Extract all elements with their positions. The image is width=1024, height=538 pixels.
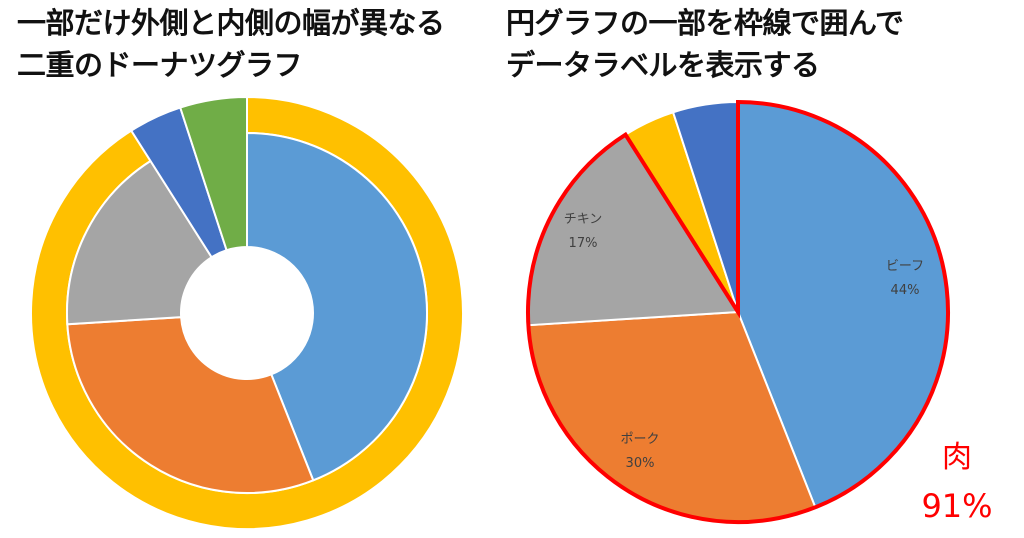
group-value-meat: 91%: [921, 487, 992, 525]
data-label-name: ポーク: [620, 432, 659, 447]
left-title-line2: 二重のドーナツグラフ: [17, 48, 303, 82]
pie-chart: [526, 99, 950, 524]
highlight-border: [526, 99, 950, 524]
double-donut-chart: [30, 95, 464, 530]
left-title-line1: 一部だけ外側と内側の幅が異なる: [17, 6, 445, 40]
right-title-line1: 円グラフの一部を枠線で囲んで: [506, 6, 904, 40]
donut-slice: [66, 316, 315, 494]
right-title-line2: データラベルを表示する: [506, 48, 820, 82]
pie-data-labels: ビーフ 44% ポーク 30% チキン 17%: [564, 212, 924, 471]
data-label-value: 30%: [626, 456, 655, 471]
donut-slice: [178, 95, 248, 252]
left-chart-title: 一部だけ外側と内側の幅が異なる 二重のドーナツグラフ: [17, 2, 445, 86]
data-label-value: 17%: [569, 236, 598, 251]
donut-slice: [246, 131, 428, 482]
data-label-value: 44%: [891, 283, 920, 298]
right-chart-title: 円グラフの一部を枠線で囲んで データラベルを表示する: [506, 2, 904, 86]
group-label-meat: 肉: [942, 440, 972, 475]
data-label-name: ビーフ: [886, 259, 924, 274]
data-label-name: チキン: [564, 212, 603, 227]
